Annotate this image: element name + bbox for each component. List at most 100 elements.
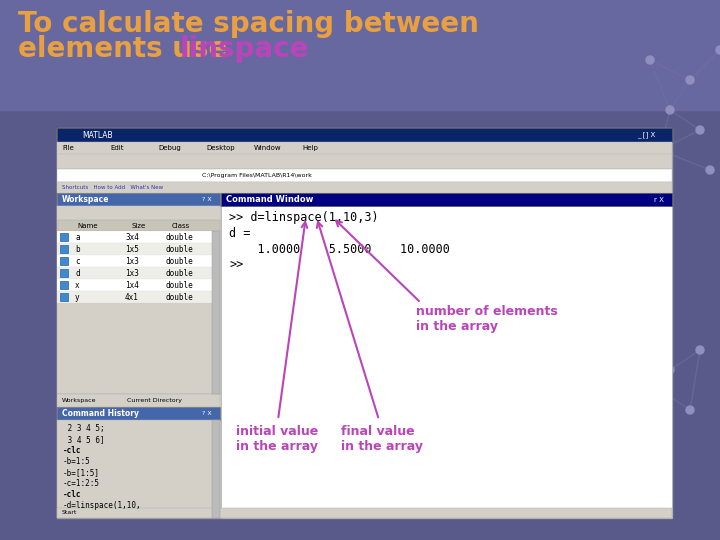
Circle shape	[686, 406, 694, 414]
Bar	[57, 279, 220, 291]
Text: Shortcuts   How to Add   What's New: Shortcuts How to Add What's New	[62, 185, 163, 190]
Text: ? X: ? X	[202, 197, 212, 202]
Text: MATLAB: MATLAB	[82, 131, 112, 139]
Bar	[60, 269, 68, 277]
Text: elements use: elements use	[18, 35, 237, 63]
Circle shape	[656, 146, 664, 154]
Bar	[57, 154, 672, 169]
Text: 1x5: 1x5	[125, 245, 139, 253]
Bar	[57, 182, 672, 193]
Bar	[57, 420, 220, 518]
Bar	[221, 193, 672, 518]
Bar	[57, 407, 220, 420]
Circle shape	[696, 346, 704, 354]
Text: Command Window: Command Window	[226, 195, 313, 204]
Text: Edit: Edit	[110, 145, 124, 151]
Text: 2 3 4 5;: 2 3 4 5;	[63, 424, 104, 433]
Bar	[60, 257, 68, 265]
Bar	[57, 231, 220, 243]
Text: C:\Program Files\MATLAB\R14\work: C:\Program Files\MATLAB\R14\work	[202, 173, 312, 179]
Bar	[60, 293, 68, 301]
Text: _ [] X: _ [] X	[637, 132, 655, 138]
Text: -d=linspace(1,10,: -d=linspace(1,10,	[63, 501, 142, 510]
Text: -clc: -clc	[63, 446, 81, 455]
Circle shape	[686, 76, 694, 84]
Text: Size: Size	[132, 222, 146, 228]
Text: a: a	[75, 233, 80, 241]
Text: Current Directory: Current Directory	[127, 398, 182, 403]
Text: double: double	[165, 245, 193, 253]
Text: -clc: -clc	[63, 490, 81, 499]
Text: Desktop: Desktop	[206, 145, 235, 151]
Bar	[57, 206, 220, 220]
Text: final value
in the array: final value in the array	[341, 425, 423, 453]
Bar	[221, 193, 672, 206]
Bar	[57, 508, 672, 518]
Text: b: b	[75, 245, 80, 253]
Circle shape	[656, 386, 664, 394]
Text: >>: >>	[229, 259, 243, 272]
Text: Workspace: Workspace	[62, 195, 109, 204]
Text: Window: Window	[254, 145, 282, 151]
Circle shape	[716, 46, 720, 54]
Text: double: double	[165, 233, 193, 241]
Text: Debug: Debug	[158, 145, 181, 151]
Text: y: y	[75, 293, 80, 301]
Text: Command History: Command History	[62, 409, 139, 418]
Bar	[57, 206, 220, 394]
Bar	[57, 255, 220, 267]
Text: d: d	[75, 268, 80, 278]
Text: double: double	[165, 268, 193, 278]
Bar	[212, 231, 220, 394]
Text: 3x4: 3x4	[125, 233, 139, 241]
Bar	[0, 0, 720, 110]
Bar	[57, 169, 672, 182]
Circle shape	[666, 366, 674, 374]
Bar	[57, 243, 220, 255]
Bar	[57, 394, 220, 407]
Circle shape	[666, 106, 674, 114]
Text: ? X: ? X	[202, 411, 212, 416]
Circle shape	[696, 126, 704, 134]
Text: c: c	[75, 256, 80, 266]
Text: >> d=linspace(1,10,3): >> d=linspace(1,10,3)	[229, 211, 379, 224]
Text: -c=1:2:5: -c=1:2:5	[63, 479, 100, 488]
Text: r X: r X	[654, 197, 664, 202]
Text: d =: d =	[229, 227, 251, 240]
Bar	[212, 420, 220, 518]
Circle shape	[706, 166, 714, 174]
Text: 1x4: 1x4	[125, 280, 139, 289]
Bar	[60, 281, 68, 289]
Bar	[60, 245, 68, 253]
Bar	[60, 233, 68, 241]
Text: initial value
in the array: initial value in the array	[236, 425, 318, 453]
Bar	[57, 128, 672, 142]
Text: Workspace: Workspace	[62, 398, 96, 403]
Text: Class: Class	[172, 222, 190, 228]
Bar	[57, 220, 220, 231]
Text: 1x3: 1x3	[125, 256, 139, 266]
Text: -b=[1:5]: -b=[1:5]	[63, 468, 100, 477]
Bar	[57, 142, 672, 154]
Text: 1.0000    5.5000    10.0000: 1.0000 5.5000 10.0000	[229, 243, 450, 256]
Circle shape	[636, 336, 644, 344]
Text: File: File	[62, 145, 73, 151]
Text: Start: Start	[62, 510, 77, 516]
Text: double: double	[165, 293, 193, 301]
Text: double: double	[165, 256, 193, 266]
Text: double: double	[165, 280, 193, 289]
Text: 1x3: 1x3	[125, 268, 139, 278]
Text: number of elements
in the array: number of elements in the array	[416, 305, 558, 333]
Text: To calculate spacing between: To calculate spacing between	[18, 10, 479, 38]
Text: linspace: linspace	[180, 35, 310, 63]
Circle shape	[646, 56, 654, 64]
Text: Help: Help	[302, 145, 318, 151]
Text: 3 4 5 6]: 3 4 5 6]	[63, 435, 104, 444]
Text: Name: Name	[77, 222, 97, 228]
Bar	[57, 128, 672, 518]
Bar	[57, 267, 220, 279]
Bar	[57, 193, 220, 206]
Text: -b=1:5: -b=1:5	[63, 457, 91, 466]
Text: x: x	[75, 280, 80, 289]
Bar	[57, 291, 220, 303]
